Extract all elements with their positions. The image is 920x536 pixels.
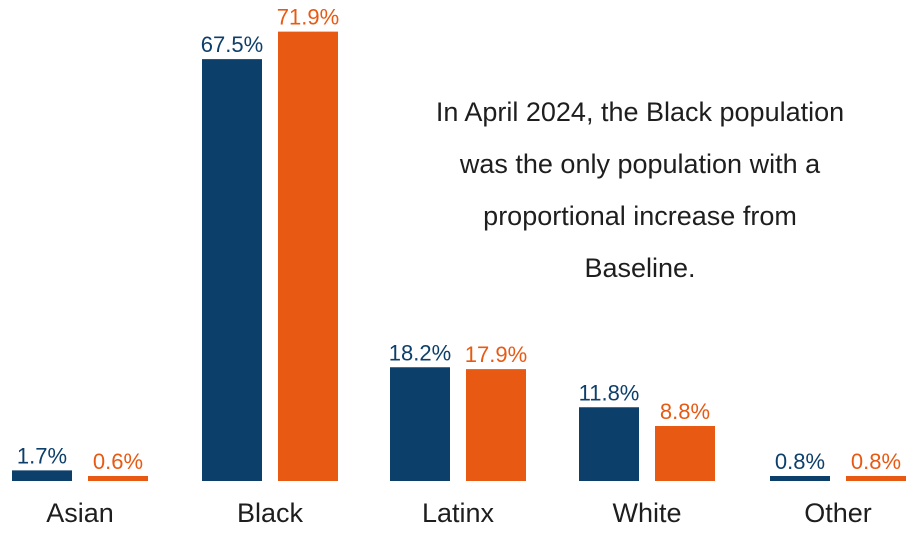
category-label-white: White [612, 498, 681, 528]
data-label-black-series-2: 71.9% [277, 5, 339, 30]
category-label-other: Other [804, 498, 872, 528]
category-label-asian: Asian [46, 498, 114, 528]
bar-other-series-2 [846, 476, 906, 481]
data-label-asian-series-1: 1.7% [17, 443, 67, 468]
category-label-black: Black [237, 498, 304, 528]
data-label-latinx-series-2: 17.9% [465, 342, 527, 367]
data-label-other-series-1: 0.8% [775, 449, 825, 474]
bar-latinx-series-2 [466, 369, 526, 481]
data-label-black-series-1: 67.5% [201, 32, 263, 57]
bar-black-series-2 [278, 31, 338, 481]
bar-asian-series-2 [88, 476, 148, 481]
chart-annotation: In April 2024, the Black population was … [435, 97, 845, 283]
bar-asian-series-1 [12, 470, 72, 481]
data-label-latinx-series-1: 18.2% [389, 340, 451, 365]
bar-latinx-series-1 [390, 367, 450, 481]
bar-white-series-2 [655, 426, 715, 481]
data-label-white-series-2: 8.8% [660, 399, 710, 424]
data-label-other-series-2: 0.8% [851, 449, 901, 474]
data-label-white-series-1: 11.8% [579, 380, 640, 405]
data-label-asian-series-2: 0.6% [93, 449, 143, 474]
bar-black-series-1 [202, 59, 262, 481]
bar-white-series-1 [579, 407, 639, 481]
bar-other-series-1 [770, 476, 830, 481]
category-label-latinx: Latinx [422, 498, 495, 528]
